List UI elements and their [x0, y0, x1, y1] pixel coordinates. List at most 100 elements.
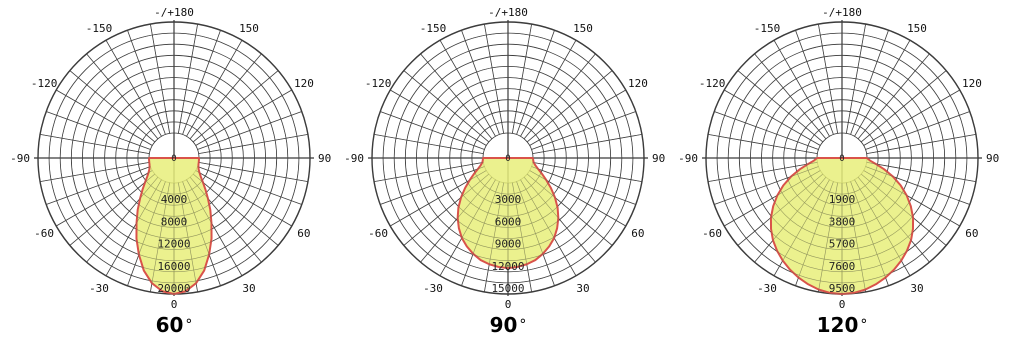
grid-spoke-overlay — [795, 30, 834, 135]
polar-chart-1: 4000 8000 12000 16000 20000 0 0 30 60 90 120 150 -/+… — [10, 6, 331, 311]
grid-spoke-overlay — [773, 179, 830, 276]
grid-spoke-overlay — [531, 166, 636, 205]
radial-tick-label: 4000 — [161, 193, 188, 206]
angle-label: -60 — [702, 227, 722, 240]
angle-label: -/+180 — [488, 6, 528, 19]
grid-spoke-overlay — [56, 89, 153, 146]
grid-spoke-overlay — [46, 111, 151, 150]
polar-grid-overlay — [37, 21, 311, 295]
grid-spoke-overlay — [520, 179, 577, 276]
grid-spoke-overlay — [846, 24, 866, 134]
grid-spoke-overlay — [529, 170, 626, 227]
angle-label: 60 — [965, 227, 978, 240]
angle-label: -60 — [34, 227, 54, 240]
grid-spoke-overlay — [192, 173, 279, 246]
chart-1-title-unit: ° — [185, 317, 193, 333]
angle-label: -90 — [10, 152, 30, 165]
grid-spoke-overlay — [866, 134, 976, 154]
angle-label: 30 — [242, 282, 255, 295]
angle-label: 60 — [297, 227, 310, 240]
grid-spoke-overlay — [866, 162, 976, 182]
radial-tick-label: 3800 — [829, 215, 856, 228]
grid-spoke-overlay — [523, 176, 596, 263]
grid-spoke-overlay — [403, 173, 490, 246]
grid-spoke-overlay — [531, 111, 636, 150]
grid-spoke-overlay — [863, 170, 960, 227]
radial-tick-label: 12000 — [491, 260, 524, 273]
grid-spoke-overlay — [512, 24, 532, 134]
grid-spoke-overlay — [182, 30, 221, 135]
chart-2-title-unit: ° — [519, 317, 527, 333]
angle-label: 0 — [839, 298, 846, 311]
grid-spoke-overlay — [526, 70, 613, 143]
grid-spoke-overlay — [390, 170, 487, 227]
grid-spoke-overlay — [516, 181, 555, 286]
polar-grid-overlay — [371, 21, 645, 295]
angle-label: 30 — [910, 282, 923, 295]
grid-spoke-overlay — [195, 89, 292, 146]
angle-label: 150 — [907, 22, 927, 35]
grid-spoke-overlay — [374, 134, 484, 154]
angle-label: -150 — [754, 22, 781, 35]
grid-spoke-overlay — [192, 70, 279, 143]
angle-label: -60 — [368, 227, 388, 240]
angle-label: 120 — [628, 77, 648, 90]
grid-spoke-overlay — [439, 179, 496, 276]
grid-spoke-overlay — [439, 40, 496, 137]
angle-label: -90 — [678, 152, 698, 165]
angle-label: -150 — [86, 22, 113, 35]
center-zero-label: 0 — [839, 154, 844, 164]
grid-spoke-overlay — [714, 111, 819, 150]
grid-spoke-overlay — [846, 182, 866, 292]
grid-spoke-overlay — [516, 30, 555, 135]
grid-spoke-overlay — [69, 173, 156, 246]
grid-spoke-overlay — [374, 162, 484, 182]
grid-spoke-overlay — [150, 24, 170, 134]
grid-spoke-overlay — [532, 134, 642, 154]
grid-spoke-overlay — [523, 53, 596, 140]
grid-spoke-overlay — [178, 182, 198, 292]
angle-label: 150 — [573, 22, 593, 35]
grid-spoke-overlay — [420, 176, 493, 263]
angle-label: -/+180 — [154, 6, 194, 19]
grid-spoke-overlay — [86, 53, 159, 140]
grid-spoke-overlay — [860, 70, 947, 143]
grid-spoke-overlay — [724, 170, 821, 227]
grid-spoke-overlay — [526, 173, 613, 246]
grid-spoke-overlay — [850, 30, 889, 135]
radial-tick-label: 12000 — [157, 238, 190, 251]
grid-spoke-overlay — [818, 24, 838, 134]
radial-tick-label: 9000 — [495, 238, 522, 251]
grid-spoke-overlay — [182, 181, 221, 286]
angle-label: 120 — [294, 77, 314, 90]
angle-label: -90 — [344, 152, 364, 165]
angle-label: -150 — [420, 22, 447, 35]
grid-spoke-overlay — [69, 70, 156, 143]
grid-spoke-overlay — [724, 89, 821, 146]
radial-tick-label: 1900 — [829, 193, 856, 206]
grid-spoke-overlay — [197, 111, 302, 150]
grid-spoke-overlay — [484, 182, 504, 292]
angle-label: -30 — [423, 282, 443, 295]
grid-spoke-overlay — [390, 89, 487, 146]
grid-spoke-overlay — [520, 40, 577, 137]
radial-tick-label: 5700 — [829, 238, 856, 251]
angle-label: -30 — [89, 282, 109, 295]
radial-tick-label: 6000 — [495, 215, 522, 228]
radial-tick-label: 20000 — [157, 282, 190, 295]
grid-spoke-overlay — [127, 30, 166, 135]
chart-2-caption: 90 ° — [448, 314, 568, 336]
grid-spoke-overlay — [818, 182, 838, 292]
grid-spoke-overlay — [105, 179, 162, 276]
angle-label: -/+180 — [822, 6, 862, 19]
angle-label: 90 — [652, 152, 665, 165]
grid-spoke-overlay — [857, 176, 930, 263]
angle-label: 90 — [986, 152, 999, 165]
grid-spoke-overlay — [380, 166, 485, 205]
grid-spoke-overlay — [46, 166, 151, 205]
grid-spoke-overlay — [737, 70, 824, 143]
grid-spoke-overlay — [461, 181, 500, 286]
angle-label: -120 — [31, 77, 58, 90]
grid-spoke-overlay — [754, 176, 827, 263]
